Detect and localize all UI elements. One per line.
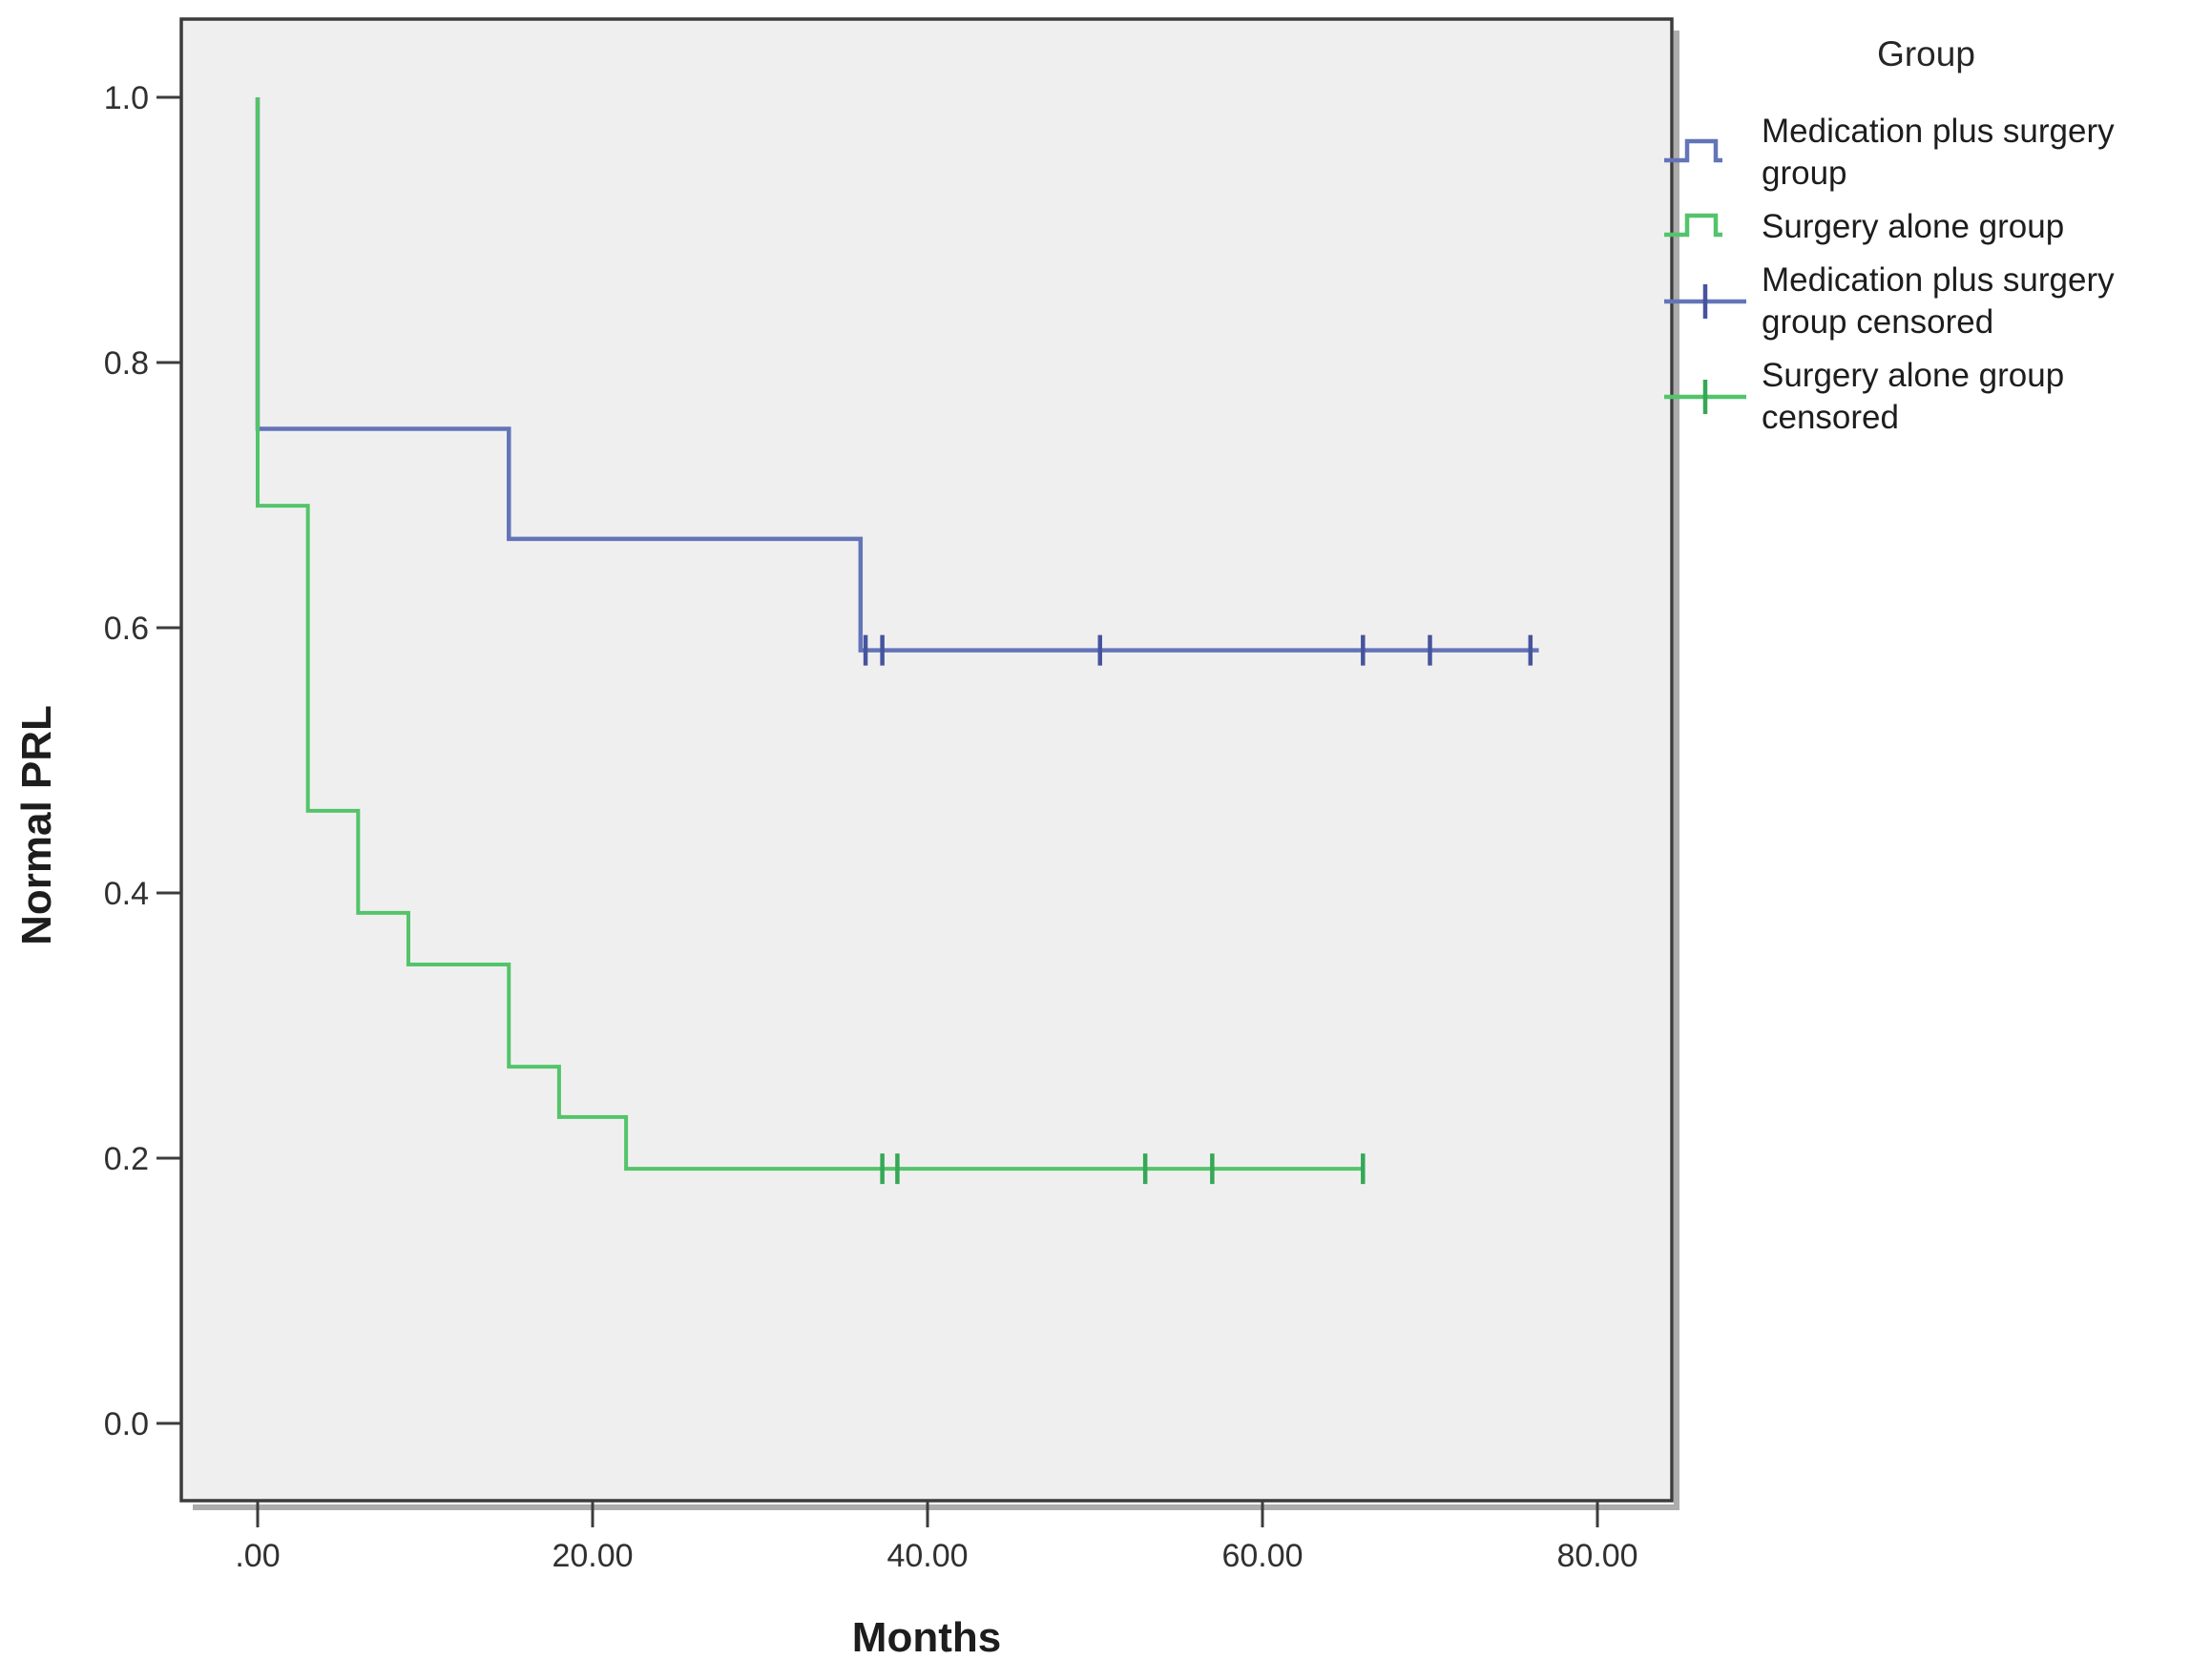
legend-title: Group [1877,34,1975,73]
plot-border [179,17,1674,1503]
x-axis-title: Months [851,1614,1002,1661]
legend-item-label: Medication plus surgery group [1762,113,2115,192]
surgery-censored-plus-icon [1664,380,1746,414]
x-tick-label: 20.00 [552,1538,633,1574]
legend-item-surgery-group: Surgery alone group [1662,206,2190,248]
series-line-surgery-alone [256,97,1364,1172]
plot-area [181,19,1672,1501]
legend-item-surgery-censored: Surgery alone group censored [1662,355,2190,439]
y-tick-label: 0.6 [104,611,149,647]
y-tick-label: 1.0 [104,80,149,116]
y-tick-label: 0.4 [104,876,149,912]
surgery-step-line-icon [1664,213,1722,238]
x-tick-label: 40.00 [886,1538,968,1574]
legend-item-label: Surgery alone group [1762,208,2065,245]
x-tick-label: 60.00 [1221,1538,1303,1574]
medication-censored-plus-icon [1664,284,1746,319]
y-tick-label: 0.2 [104,1141,149,1177]
legend-item-label: Surgery alone group censored [1762,357,2065,436]
y-axis-title: Normal PRL [13,705,60,945]
medication-step-line-icon [1664,138,1722,163]
y-tick-label: 0.0 [104,1406,149,1442]
x-tick-label: 80.00 [1556,1538,1637,1574]
legend-item-medication-censored: Medication plus surgery group censored [1662,259,2190,343]
legend-item-label: Medication plus surgery group censored [1762,261,2115,341]
legend: Group Medication plus surgery group Surg… [1662,34,2190,450]
legend-item-medication-group: Medication plus surgery group [1662,111,2190,195]
y-tick-label: 0.8 [104,345,149,382]
x-tick-label: .00 [235,1538,280,1574]
